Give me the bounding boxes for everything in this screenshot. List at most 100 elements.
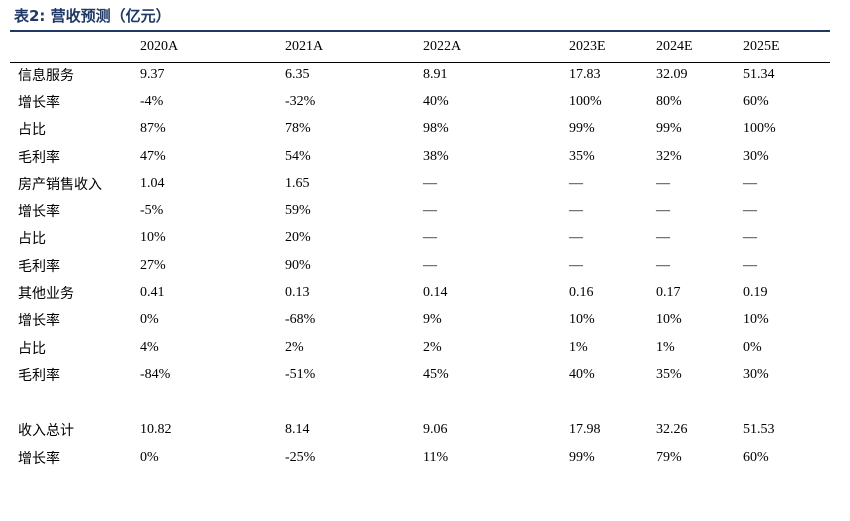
table-cell: 0.19 xyxy=(743,285,768,301)
top-rule xyxy=(10,30,830,32)
table-cell: 51.34 xyxy=(743,66,775,82)
table-cell: 60% xyxy=(743,93,769,109)
table-cell: 10% xyxy=(569,312,595,328)
table-cell: 10.82 xyxy=(140,422,172,438)
table-cell: 0% xyxy=(140,449,159,465)
table-cell: — xyxy=(423,203,437,219)
table-row: 房产销售收入 1.04 1.65 — — — — xyxy=(10,170,830,197)
row-label: 增长率 xyxy=(18,450,60,467)
table-cell: — xyxy=(569,230,583,246)
table-cell: 0.16 xyxy=(569,285,594,301)
table-cell: — xyxy=(743,257,757,273)
table-row: 毛利率 27% 90% — — — — xyxy=(10,252,830,279)
table-cell: 60% xyxy=(743,449,769,465)
table-cell: 30% xyxy=(743,148,769,164)
table-cell: -84% xyxy=(140,366,171,382)
table-cell: 32.09 xyxy=(656,66,688,82)
table-cell: 10% xyxy=(140,230,166,246)
table-cell: — xyxy=(569,203,583,219)
revenue-forecast-table: 2020A 2021A 2022A 2023E 2024E 2025E 信息服务… xyxy=(10,33,830,471)
table-cell: 38% xyxy=(423,148,449,164)
table-cell: 78% xyxy=(285,121,311,137)
row-label: 其他业务 xyxy=(18,286,74,303)
table-cell: 10% xyxy=(743,312,769,328)
row-label: 信息服务 xyxy=(18,67,74,84)
table-cell: — xyxy=(656,257,670,273)
table-cell: — xyxy=(423,257,437,273)
table-row: 占比 4% 2% 2% 1% 1% 0% xyxy=(10,334,830,361)
table-cell: 35% xyxy=(569,148,595,164)
table-cell: 87% xyxy=(140,121,166,137)
table-cell: 9.37 xyxy=(140,66,165,82)
table-cell: 0.14 xyxy=(423,285,448,301)
table-cell: — xyxy=(656,203,670,219)
table-cell: 11% xyxy=(423,449,449,465)
table-row: 其他业务 0.41 0.13 0.14 0.16 0.17 0.19 xyxy=(10,279,830,306)
table-cell: -32% xyxy=(285,93,316,109)
table-row: 增长率 -4% -32% 40% 100% 80% 60% xyxy=(10,88,830,115)
header-cell: 2024E xyxy=(656,39,693,54)
table-cell: — xyxy=(743,203,757,219)
table-cell: 0.17 xyxy=(656,285,681,301)
table-cell: 4% xyxy=(140,339,159,355)
row-label: 增长率 xyxy=(18,204,60,221)
table-cell: 10% xyxy=(656,312,682,328)
table-cell: 9% xyxy=(423,312,442,328)
row-label: 毛利率 xyxy=(18,149,60,166)
table-title: 表2: 营收预测（亿元） xyxy=(14,7,171,25)
table-cell: 0% xyxy=(743,339,762,355)
table-cell: 0.13 xyxy=(285,285,310,301)
table-row: 占比 10% 20% — — — — xyxy=(10,225,830,252)
table-cell: 100% xyxy=(569,93,602,109)
table-cell: 32% xyxy=(656,148,682,164)
table-cell: -68% xyxy=(285,312,316,328)
table-cell: 2% xyxy=(423,339,442,355)
table-cell: — xyxy=(569,175,583,191)
table-cell: 1.04 xyxy=(140,175,165,191)
table-cell: -51% xyxy=(285,366,316,382)
table-cell: 40% xyxy=(569,366,595,382)
row-label: 毛利率 xyxy=(18,367,60,384)
table-cell: 40% xyxy=(423,93,449,109)
table-cell: 2% xyxy=(285,339,304,355)
table-cell: 0.41 xyxy=(140,285,165,301)
table-row: 毛利率 -84% -51% 45% 40% 35% 30% xyxy=(10,361,830,388)
table-row: 增长率 0% -25% 11% 99% 79% 60% xyxy=(10,444,830,471)
table-cell: 9.06 xyxy=(423,422,448,438)
table-cell: 51.53 xyxy=(743,422,775,438)
header-cell: 2022A xyxy=(423,39,462,54)
header-rule xyxy=(10,62,830,63)
table-cell: 79% xyxy=(656,449,682,465)
header-cell: 2021A xyxy=(285,39,324,54)
table-cell: 47% xyxy=(140,148,166,164)
row-label: 收入总计 xyxy=(18,423,74,440)
table-cell: -5% xyxy=(140,203,164,219)
spacer-row xyxy=(10,389,830,417)
row-label: 占比 xyxy=(18,340,46,357)
table-row: 增长率 0% -68% 9% 10% 10% 10% xyxy=(10,307,830,334)
row-label: 增长率 xyxy=(18,313,60,330)
header-row: 2020A 2021A 2022A 2023E 2024E 2025E xyxy=(10,33,830,61)
table-cell: 6.35 xyxy=(285,66,310,82)
table-cell: 30% xyxy=(743,366,769,382)
table-cell: 59% xyxy=(285,203,311,219)
table-cell: — xyxy=(743,175,757,191)
header-cell: 2025E xyxy=(743,39,780,54)
row-label: 占比 xyxy=(18,231,46,248)
table-cell: — xyxy=(743,230,757,246)
table-cell: 32.26 xyxy=(656,422,688,438)
table-cell: — xyxy=(423,175,437,191)
table-row: 收入总计 10.82 8.14 9.06 17.98 32.26 51.53 xyxy=(10,417,830,444)
table-cell: 54% xyxy=(285,148,311,164)
row-label: 占比 xyxy=(18,122,46,139)
table-cell: 8.91 xyxy=(423,66,448,82)
header-cell: 2023E xyxy=(569,39,606,54)
table-cell: 1.65 xyxy=(285,175,310,191)
table-cell: — xyxy=(656,230,670,246)
table-cell: 17.83 xyxy=(569,66,601,82)
table-cell: 98% xyxy=(423,121,449,137)
table-cell: 99% xyxy=(569,449,595,465)
table-cell: 8.14 xyxy=(285,422,310,438)
table-cell: 80% xyxy=(656,93,682,109)
header-cell: 2020A xyxy=(140,39,179,54)
